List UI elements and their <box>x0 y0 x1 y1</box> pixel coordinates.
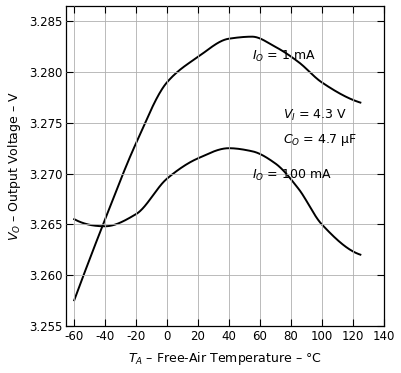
X-axis label: $T_A$ – Free-Air Temperature – °C: $T_A$ – Free-Air Temperature – °C <box>128 350 322 367</box>
Y-axis label: $V_O$ – Output Voltage – V: $V_O$ – Output Voltage – V <box>6 91 23 241</box>
Text: $I_O$ = 100 mA: $I_O$ = 100 mA <box>252 168 332 183</box>
Text: $V_I$ = 4.3 V
$C_O$ = 4.7 μF: $V_I$ = 4.3 V $C_O$ = 4.7 μF <box>283 108 356 148</box>
Text: $I_O$ = 1 mA: $I_O$ = 1 mA <box>252 49 316 65</box>
